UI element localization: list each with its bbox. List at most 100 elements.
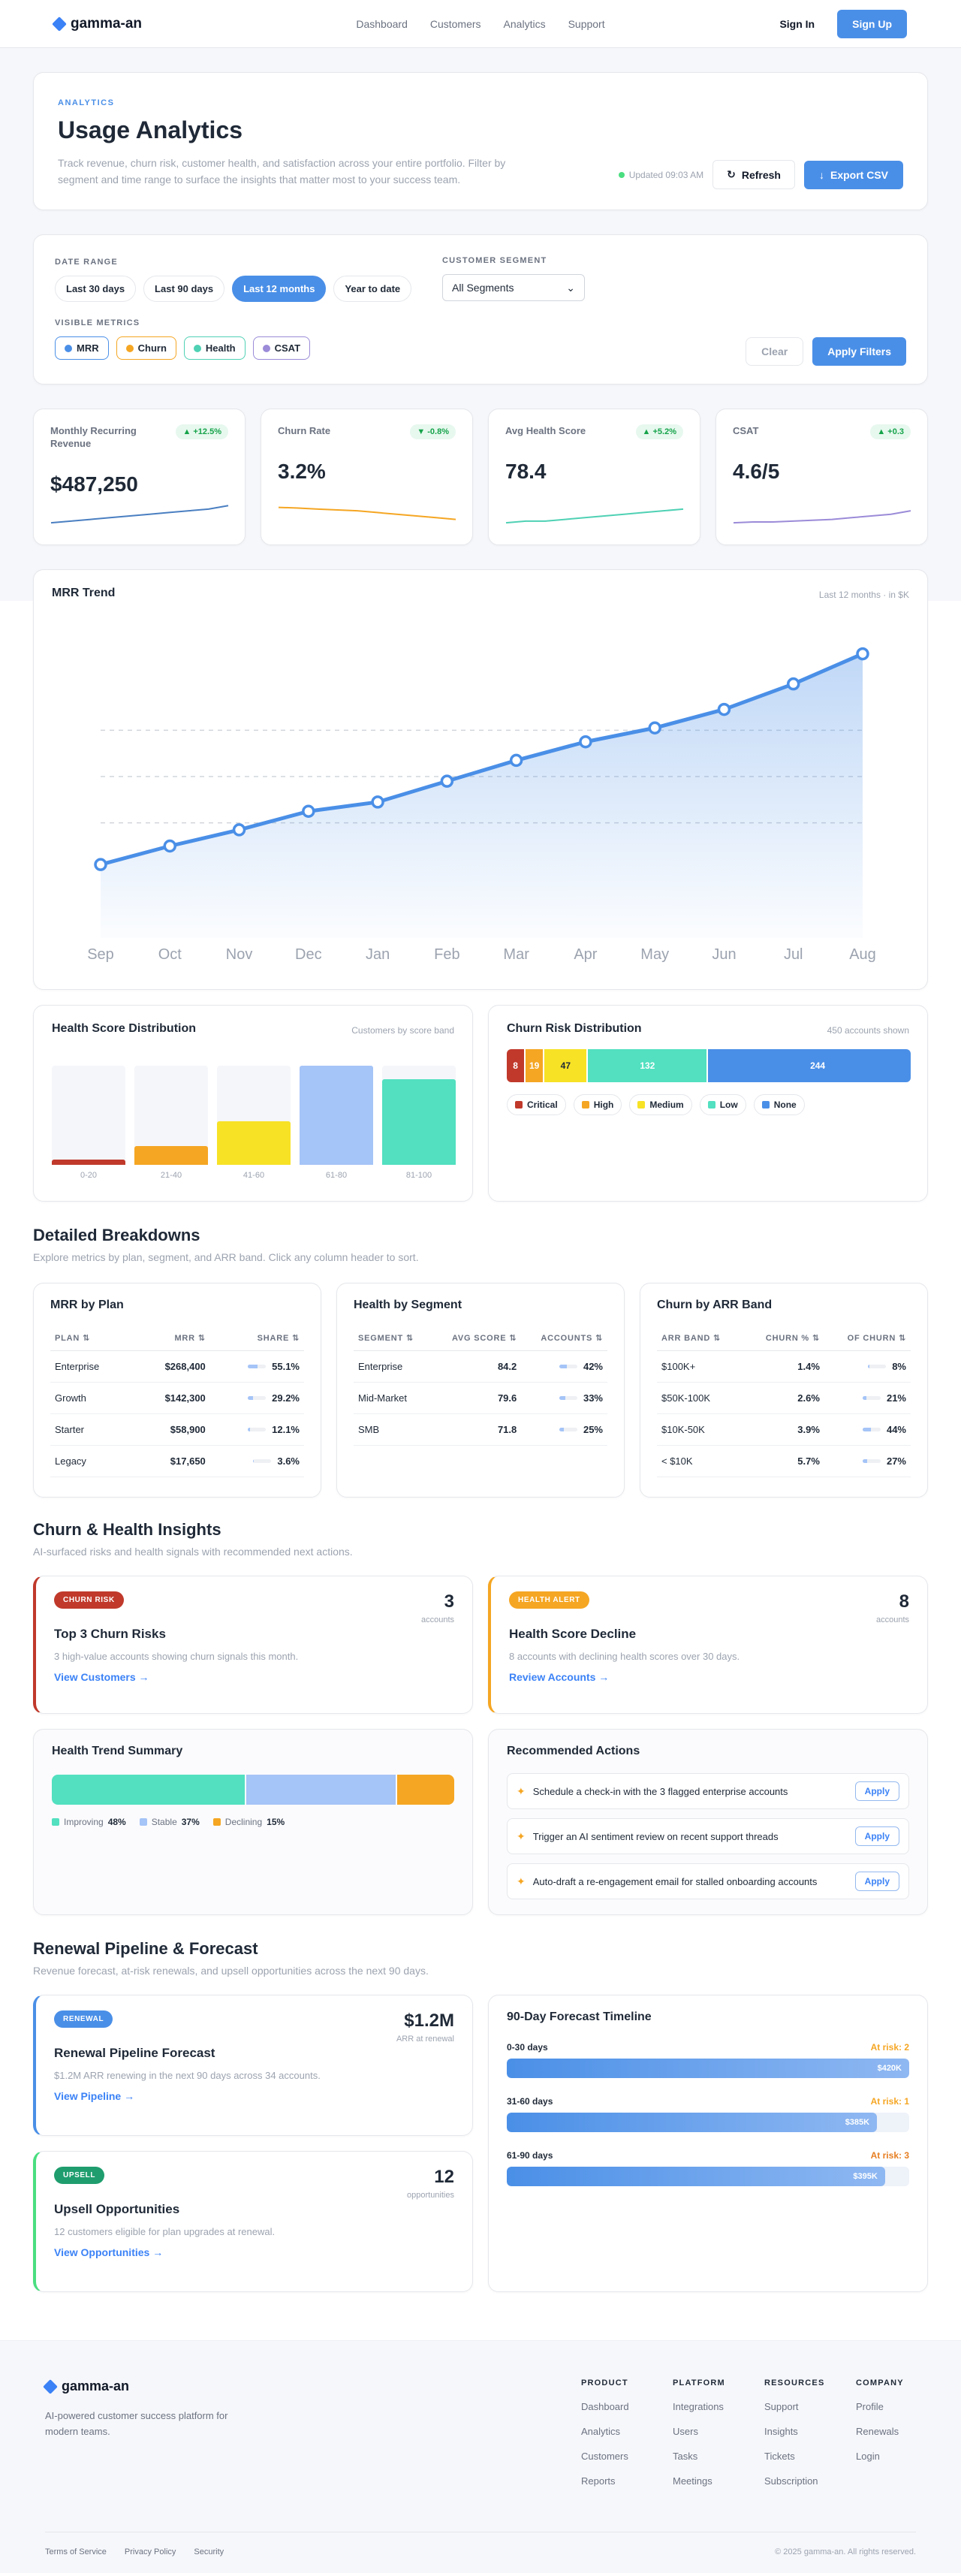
mrr-point-jul[interactable] <box>786 677 800 691</box>
forecast-track[interactable]: $385K <box>507 2113 909 2132</box>
kpi-card-1[interactable]: Churn Rate ▼ -0.8% 3.2% <box>261 409 473 545</box>
mrr-point-feb[interactable] <box>440 774 454 788</box>
date-pill-1[interactable]: Last 90 days <box>143 276 225 302</box>
sign-in-button[interactable]: Sign In <box>766 11 828 38</box>
clear-filters-button[interactable]: Clear <box>746 337 804 366</box>
legend-high[interactable]: High <box>573 1094 622 1115</box>
health-bar-0-20[interactable] <box>52 1066 125 1165</box>
footer-link[interactable]: Subscription <box>764 2475 818 2487</box>
footer-link[interactable]: Profile <box>856 2401 884 2412</box>
footer-link[interactable]: Tickets <box>764 2451 795 2462</box>
table-row[interactable]: Starter $58,900 12.1% <box>50 1413 304 1446</box>
date-pill-0[interactable]: Last 30 days <box>55 276 137 302</box>
date-pill-3[interactable]: Year to date <box>333 276 412 302</box>
refresh-button[interactable]: ↻ Refresh <box>712 160 795 189</box>
column-header-2[interactable]: SHARE ⇅ <box>209 1326 304 1351</box>
column-header-0[interactable]: PLAN ⇅ <box>50 1326 134 1351</box>
churn-segment-high[interactable]: 19 <box>526 1049 544 1082</box>
table-row[interactable]: Growth $142,300 29.2% <box>50 1382 304 1414</box>
security-link[interactable]: Security <box>194 2547 224 2556</box>
footer-link[interactable]: Integrations <box>673 2401 724 2412</box>
brand-logo[interactable]: gamma-an <box>52 16 142 32</box>
health-bar-61-80[interactable] <box>300 1066 373 1165</box>
column-header-1[interactable]: AVG SCORE ⇅ <box>432 1326 522 1351</box>
export-csv-button[interactable]: ↓ Export CSV <box>803 160 903 189</box>
metric-toggle-health[interactable]: Health <box>183 336 246 360</box>
table-row[interactable]: $10K-50K 3.9% 44% <box>657 1413 911 1446</box>
view-customers-link[interactable]: View Customers → <box>54 1671 149 1683</box>
terms-link[interactable]: Terms of Service <box>45 2547 107 2556</box>
mrr-point-nov[interactable] <box>232 823 246 837</box>
legend-medium[interactable]: Medium <box>629 1094 692 1115</box>
sign-up-button[interactable]: Sign Up <box>837 9 907 38</box>
segment-select[interactable]: All Segments ⌄ <box>442 274 585 301</box>
footer-link[interactable]: Customers <box>581 2451 628 2462</box>
nav-analytics[interactable]: Analytics <box>503 18 546 30</box>
footer-link[interactable]: Dashboard <box>581 2401 629 2412</box>
footer-link[interactable]: Insights <box>764 2426 798 2437</box>
table-row[interactable]: Legacy $17,650 3.6% <box>50 1445 304 1477</box>
column-header-1[interactable]: MRR ⇅ <box>133 1326 210 1351</box>
churn-segment-none[interactable]: 244 <box>708 1049 911 1082</box>
footer-link[interactable]: Reports <box>581 2475 616 2487</box>
health-bar-81-100[interactable] <box>382 1066 456 1165</box>
churn-segment-low[interactable]: 132 <box>588 1049 707 1082</box>
mrr-point-dec[interactable] <box>302 804 315 818</box>
table-row[interactable]: Mid-Market 79.6 33% <box>354 1382 607 1414</box>
metric-toggle-csat[interactable]: CSAT <box>252 336 311 360</box>
column-header-0[interactable]: SEGMENT ⇅ <box>354 1326 432 1351</box>
legend-low[interactable]: Low <box>699 1094 746 1115</box>
nav-dashboard[interactable]: Dashboard <box>356 18 408 30</box>
footer-link[interactable]: Renewals <box>856 2426 899 2437</box>
kpi-card-3[interactable]: CSAT ▲ +0.3 4.6/5 <box>715 409 928 545</box>
column-header-0[interactable]: ARR BAND ⇅ <box>657 1326 744 1351</box>
apply-action-button[interactable]: Apply <box>854 1826 899 1846</box>
apply-action-button[interactable]: Apply <box>854 1781 899 1801</box>
apply-filters-button[interactable]: Apply Filters <box>812 337 906 366</box>
column-header-2[interactable]: OF CHURN ⇅ <box>824 1326 911 1351</box>
churn-segment-critical[interactable]: 8 <box>507 1049 525 1082</box>
mrr-point-mar[interactable] <box>509 753 523 768</box>
nav-customers[interactable]: Customers <box>429 18 481 30</box>
footer-link[interactable]: Tasks <box>673 2451 698 2462</box>
footer-link[interactable]: Meetings <box>673 2475 712 2487</box>
legend-critical[interactable]: Critical <box>507 1094 566 1115</box>
mrr-point-sep[interactable] <box>94 858 107 871</box>
forecast-track[interactable]: $420K <box>507 2059 909 2078</box>
mrr-point-aug[interactable] <box>856 647 869 661</box>
forecast-track[interactable]: $395K <box>507 2167 909 2186</box>
nav-support[interactable]: Support <box>568 18 605 30</box>
privacy-link[interactable]: Privacy Policy <box>124 2547 176 2556</box>
health-bar-41-60[interactable] <box>217 1066 291 1165</box>
table-row[interactable]: < $10K 5.7% 27% <box>657 1445 911 1477</box>
apply-action-button[interactable]: Apply <box>854 1872 899 1891</box>
churn-segment-medium[interactable]: 47 <box>544 1049 587 1082</box>
date-pill-2[interactable]: Last 12 months <box>232 276 327 302</box>
metric-toggle-mrr[interactable]: MRR <box>55 336 109 360</box>
review-accounts-link[interactable]: Review Accounts → <box>509 1671 610 1683</box>
mrr-point-may[interactable] <box>648 721 661 734</box>
mrr-point-jan[interactable] <box>371 795 384 809</box>
footer-link[interactable]: Users <box>673 2426 698 2437</box>
mrr-point-oct[interactable] <box>163 839 177 853</box>
legend-none[interactable]: None <box>753 1094 805 1115</box>
kpi-card-2[interactable]: Avg Health Score ▲ +5.2% 78.4 <box>488 409 700 545</box>
column-header-1[interactable]: CHURN % ⇅ <box>743 1326 824 1351</box>
mrr-point-apr[interactable] <box>579 735 592 749</box>
column-header-2[interactable]: ACCOUNTS ⇅ <box>521 1326 607 1351</box>
mrr-point-jun[interactable] <box>717 702 731 716</box>
footer-link[interactable]: Analytics <box>581 2426 621 2437</box>
metric-toggle-churn[interactable]: Churn <box>116 336 176 360</box>
table-row[interactable]: Enterprise $268,400 55.1% <box>50 1350 304 1383</box>
footer-link[interactable]: Support <box>764 2401 799 2412</box>
table-row[interactable]: SMB 71.8 25% <box>354 1413 607 1446</box>
table-row[interactable]: $50K-100K 2.6% 21% <box>657 1382 911 1414</box>
health-bar-21-40[interactable] <box>134 1066 208 1165</box>
table-row[interactable]: Enterprise 84.2 42% <box>354 1350 607 1383</box>
table-row[interactable]: $100K+ 1.4% 8% <box>657 1350 911 1383</box>
footer-brand[interactable]: gamma-an <box>43 2378 916 2394</box>
view-pipeline-link[interactable]: View Pipeline → <box>54 2090 135 2102</box>
view-opportunities-link[interactable]: View Opportunities → <box>54 2246 164 2258</box>
footer-link[interactable]: Login <box>856 2451 880 2462</box>
kpi-card-0[interactable]: Monthly Recurring Revenue ▲ +12.5% $487,25… <box>33 409 246 545</box>
